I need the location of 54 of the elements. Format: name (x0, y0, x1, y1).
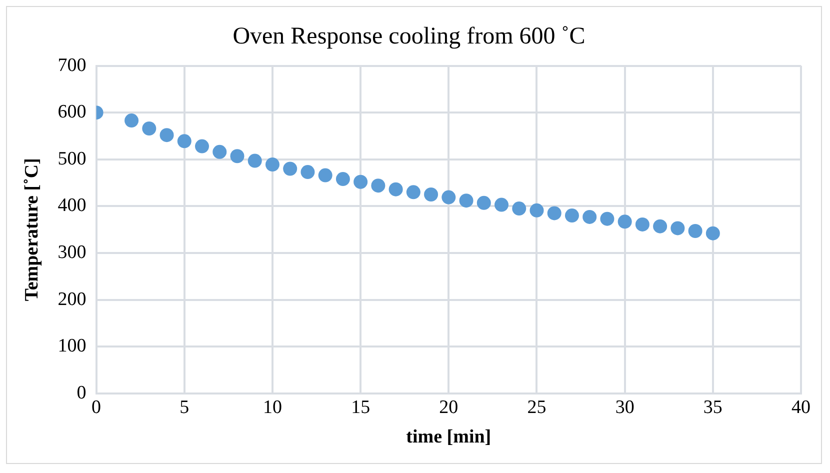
point (406, 185, 420, 200)
point (371, 178, 386, 193)
x-tick-label: 5 (180, 396, 190, 418)
point (688, 224, 702, 238)
point (530, 203, 544, 218)
point (476, 196, 491, 210)
point (354, 174, 368, 189)
y-tick-label: 100 (58, 336, 86, 357)
point (512, 202, 526, 216)
point (195, 139, 210, 154)
point (248, 154, 262, 168)
y-axis-title: Temperature [˚C] (21, 158, 42, 302)
point (670, 221, 685, 236)
x-tick-label: 0 (92, 396, 102, 418)
point (142, 122, 156, 136)
point (300, 165, 315, 180)
x-tick-label: 20 (439, 396, 458, 418)
x-tick-label: 40 (792, 396, 810, 418)
point (318, 168, 332, 182)
point (336, 172, 350, 186)
x-tick-label: 10 (262, 396, 282, 418)
y-tick-label: 600 (58, 102, 86, 123)
point (582, 210, 597, 224)
chart-title: Oven Response cooling from 600 ˚C (232, 24, 586, 50)
point (635, 217, 650, 232)
point (653, 219, 668, 234)
point (212, 144, 227, 159)
point (564, 208, 579, 223)
y-tick-label: 700 (58, 54, 86, 76)
point (442, 190, 456, 204)
y-tick-label: 300 (58, 242, 86, 263)
x-tick-label: 15 (351, 396, 370, 418)
x-tick-label: 35 (703, 396, 722, 418)
point (283, 162, 298, 176)
y-tick-label: 500 (58, 148, 86, 170)
y-tick-label: 0 (76, 382, 86, 404)
point (265, 158, 280, 172)
y-tick-label: 400 (58, 195, 86, 216)
point (459, 194, 474, 208)
x-tick-label: 25 (527, 396, 546, 418)
point (230, 149, 244, 164)
point (388, 182, 403, 196)
point (706, 226, 720, 240)
x-axis-title: time [min] (406, 426, 492, 448)
point (494, 198, 509, 212)
x-tick-label: 30 (615, 396, 634, 418)
point (124, 114, 139, 128)
point (600, 212, 614, 226)
point (160, 128, 174, 142)
point (618, 214, 632, 229)
point (424, 188, 438, 202)
y-tick-label: 200 (58, 288, 86, 310)
point (547, 206, 562, 220)
point (177, 134, 192, 148)
